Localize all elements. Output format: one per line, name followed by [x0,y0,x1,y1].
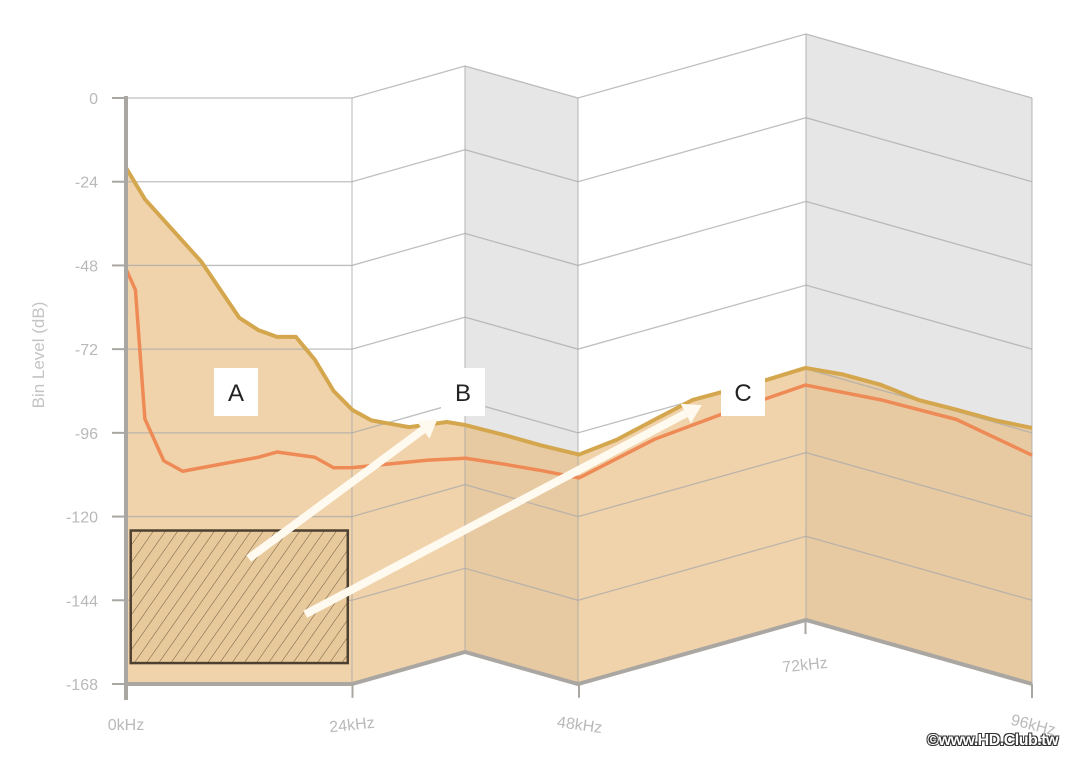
arrow-shaft [303,409,688,618]
annotation-label: C [734,380,751,407]
series-line-peak-spectrum [124,166,1033,457]
arrow-head [416,419,438,439]
y-tick-label: -72 [75,342,98,359]
gridline [126,200,1033,267]
hatched-region [129,529,350,665]
gridline [126,284,1033,350]
annotation-box [721,368,765,416]
y-tick-label: 0 [89,91,98,108]
y-tick-label: -144 [66,593,98,610]
y-axis-title: Bin Level (dB) [29,302,48,409]
watermark: ©www.HD.Club.tw [927,732,1058,749]
y-tick-label: -96 [75,426,98,443]
x-tick-label: 48kHz [556,714,603,737]
annotation-box [441,368,485,416]
x-axis-line [126,617,1033,687]
annotation-box [214,368,258,416]
y-tick-label: -24 [75,175,98,192]
x-tick-label: 72kHz [782,655,829,677]
annotation-label: A [228,380,244,407]
y-tick-label: -48 [75,258,98,275]
x-tick-label: 0kHz [108,717,144,734]
annotation-label: B [455,380,471,407]
gridline [126,33,1033,99]
arrow-head [680,403,702,424]
y-tick-label: -168 [66,677,98,694]
gridline [126,117,1033,183]
gridline [126,368,1033,434]
y-tick-label: -120 [66,510,98,527]
x-tick-label: 24kHz [329,715,376,737]
arrow-shaft [246,426,426,562]
